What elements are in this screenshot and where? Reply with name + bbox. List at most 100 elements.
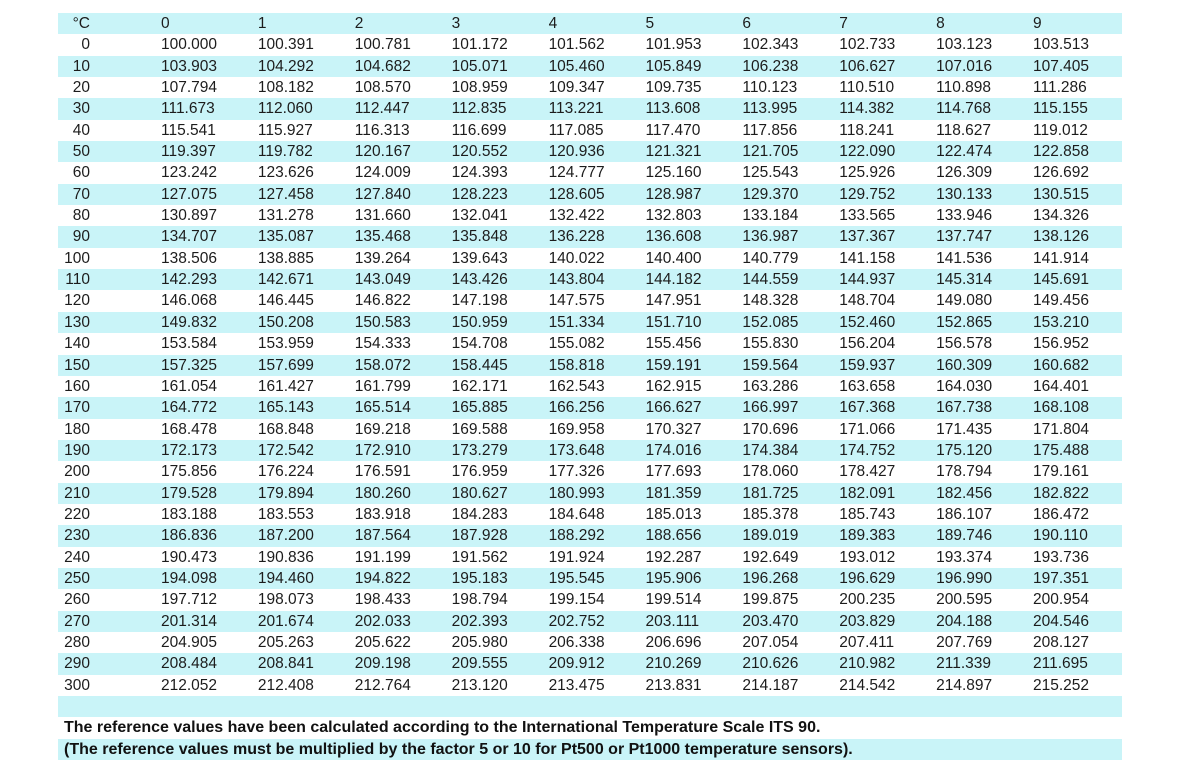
table-cell: 144.559 <box>742 271 799 289</box>
table-cell: 192.649 <box>742 548 799 566</box>
table-cell: 136.228 <box>548 228 605 246</box>
table-cell: 143.049 <box>354 271 411 289</box>
table-cell: 146.822 <box>354 292 411 310</box>
table-cell: 205.980 <box>451 633 508 651</box>
table-cell: 191.562 <box>451 548 508 566</box>
table-cell: 185.013 <box>645 505 702 523</box>
table-cell: 169.218 <box>354 420 411 438</box>
column-header-digit-8: 8 <box>936 15 945 32</box>
table-cell: 130.515 <box>1033 185 1090 203</box>
table-cell: 167.368 <box>839 399 896 417</box>
table-row-300: 300 212.052 212.408 212.764 213.120 213.475 21… <box>58 674 1122 696</box>
table-cell: 126.309 <box>936 164 993 182</box>
table-cell: 198.433 <box>354 591 411 609</box>
table-cell: 186.107 <box>936 505 993 523</box>
table-cell: 212.764 <box>354 676 411 694</box>
table-cell: 140.022 <box>548 249 605 267</box>
table-cell: 124.393 <box>451 164 508 182</box>
table-cell: 175.488 <box>1033 441 1090 459</box>
table-cell: 202.393 <box>451 612 508 630</box>
table-cell: 108.570 <box>354 79 411 97</box>
table-cell: 208.127 <box>1033 633 1090 651</box>
table-cell: 104.682 <box>354 57 411 75</box>
table-cell: 177.326 <box>548 463 605 481</box>
table-cell: 203.111 <box>645 612 700 630</box>
table-cell: 171.066 <box>839 420 896 438</box>
footer-note-its90: The reference values have been calculate… <box>58 717 1122 739</box>
table-cell: 125.160 <box>645 164 702 182</box>
table-cell: 190.836 <box>257 548 314 566</box>
table-cell: 185.378 <box>742 505 799 523</box>
table-cell: 103.513 <box>1033 36 1090 54</box>
table-cell: 165.143 <box>257 399 314 417</box>
table-cell: 190.110 <box>1033 527 1088 545</box>
table-body: 0 100.000 100.391 100.781 101.172 101.562 101.… <box>58 34 1122 696</box>
table-cell: 160.682 <box>1033 356 1090 374</box>
table-cell: 214.542 <box>839 676 896 694</box>
table-cell: 199.154 <box>548 591 605 609</box>
row-header-temp: 110 <box>65 271 90 289</box>
table-cell: 206.338 <box>548 633 605 651</box>
table-cell: 195.545 <box>548 569 605 587</box>
table-cell: 210.269 <box>645 655 702 673</box>
table-cell: 132.422 <box>548 207 605 225</box>
table-row-100: 100 138.506 138.885 139.264 139.643 140.022 14… <box>58 247 1122 270</box>
table-cell: 198.794 <box>451 591 508 609</box>
table-cell: 123.242 <box>161 164 218 182</box>
table-cell: 120.552 <box>451 143 508 161</box>
table-cell: 138.885 <box>257 249 314 267</box>
table-cell: 113.221 <box>548 100 604 118</box>
row-header-temp: 180 <box>64 420 90 438</box>
table-cell: 204.905 <box>161 633 218 651</box>
table-cell: 187.928 <box>451 527 508 545</box>
row-header-temp: 130 <box>64 313 90 331</box>
table-cell: 145.691 <box>1033 271 1090 289</box>
table-cell: 117.085 <box>548 121 604 139</box>
table-cell: 135.848 <box>451 228 508 246</box>
table-row-110: 110 142.293 142.671 143.049 143.426 143.804 14… <box>58 269 1122 291</box>
table-cell: 149.456 <box>1033 292 1090 310</box>
table-cell: 132.041 <box>451 207 508 225</box>
table-cell: 193.012 <box>839 548 896 566</box>
table-cell: 116.313 <box>354 121 410 139</box>
table-cell: 169.588 <box>451 420 508 438</box>
table-cell: 119.397 <box>161 143 216 161</box>
table-cell: 204.546 <box>1033 612 1090 630</box>
table-cell: 157.699 <box>257 356 314 374</box>
table-cell: 109.347 <box>548 79 605 97</box>
table-row-280: 280 204.905 205.263 205.622 205.980 206.338 20… <box>58 631 1122 654</box>
table-row-120: 120 146.068 146.445 146.822 147.198 147.575 14… <box>58 290 1122 312</box>
table-cell: 135.468 <box>354 228 411 246</box>
table-cell: 171.804 <box>1033 420 1090 438</box>
table-cell: 143.426 <box>451 271 508 289</box>
table-row-50: 50 119.397 119.782 120.167 120.552 120.936 121… <box>58 141 1122 163</box>
table-cell: 200.595 <box>936 591 993 609</box>
table-cell: 189.383 <box>839 527 896 545</box>
reference-table: °C 0 1 2 3 4 5 6 7 8 9 0 100.000 100.391 100.781 101.1… <box>58 13 1122 696</box>
row-header-temp: 240 <box>64 548 90 566</box>
table-cell: 132.803 <box>645 207 702 225</box>
table-cell: 106.627 <box>839 57 896 75</box>
table-row-130: 130 149.832 150.208 150.583 150.959 151.334 15… <box>58 311 1122 334</box>
table-cell: 189.019 <box>742 527 799 545</box>
table-cell: 131.660 <box>354 207 411 225</box>
table-cell: 161.054 <box>161 377 218 395</box>
table-cell: 209.198 <box>354 655 411 673</box>
row-header-temp: 120 <box>64 292 90 310</box>
row-header-temp: 290 <box>64 655 90 673</box>
spacer-stripe <box>58 696 1122 718</box>
table-cell: 200.235 <box>839 591 896 609</box>
table-cell: 139.264 <box>354 249 411 267</box>
table-cell: 166.627 <box>645 399 702 417</box>
table-cell: 159.191 <box>645 356 702 374</box>
footer-note-multiplier: (The reference values must be multiplied… <box>58 738 1122 761</box>
table-cell: 133.184 <box>742 207 799 225</box>
table-cell: 110.898 <box>936 79 992 97</box>
row-header-temp: 30 <box>72 100 90 118</box>
table-row-230: 230 186.836 187.200 187.564 187.928 188.292 18… <box>58 525 1122 547</box>
table-cell: 130.133 <box>936 185 993 203</box>
table-cell: 145.314 <box>936 271 993 289</box>
table-cell: 114.382 <box>839 100 895 118</box>
table-cell: 190.473 <box>161 548 218 566</box>
table-cell: 214.187 <box>742 676 799 694</box>
